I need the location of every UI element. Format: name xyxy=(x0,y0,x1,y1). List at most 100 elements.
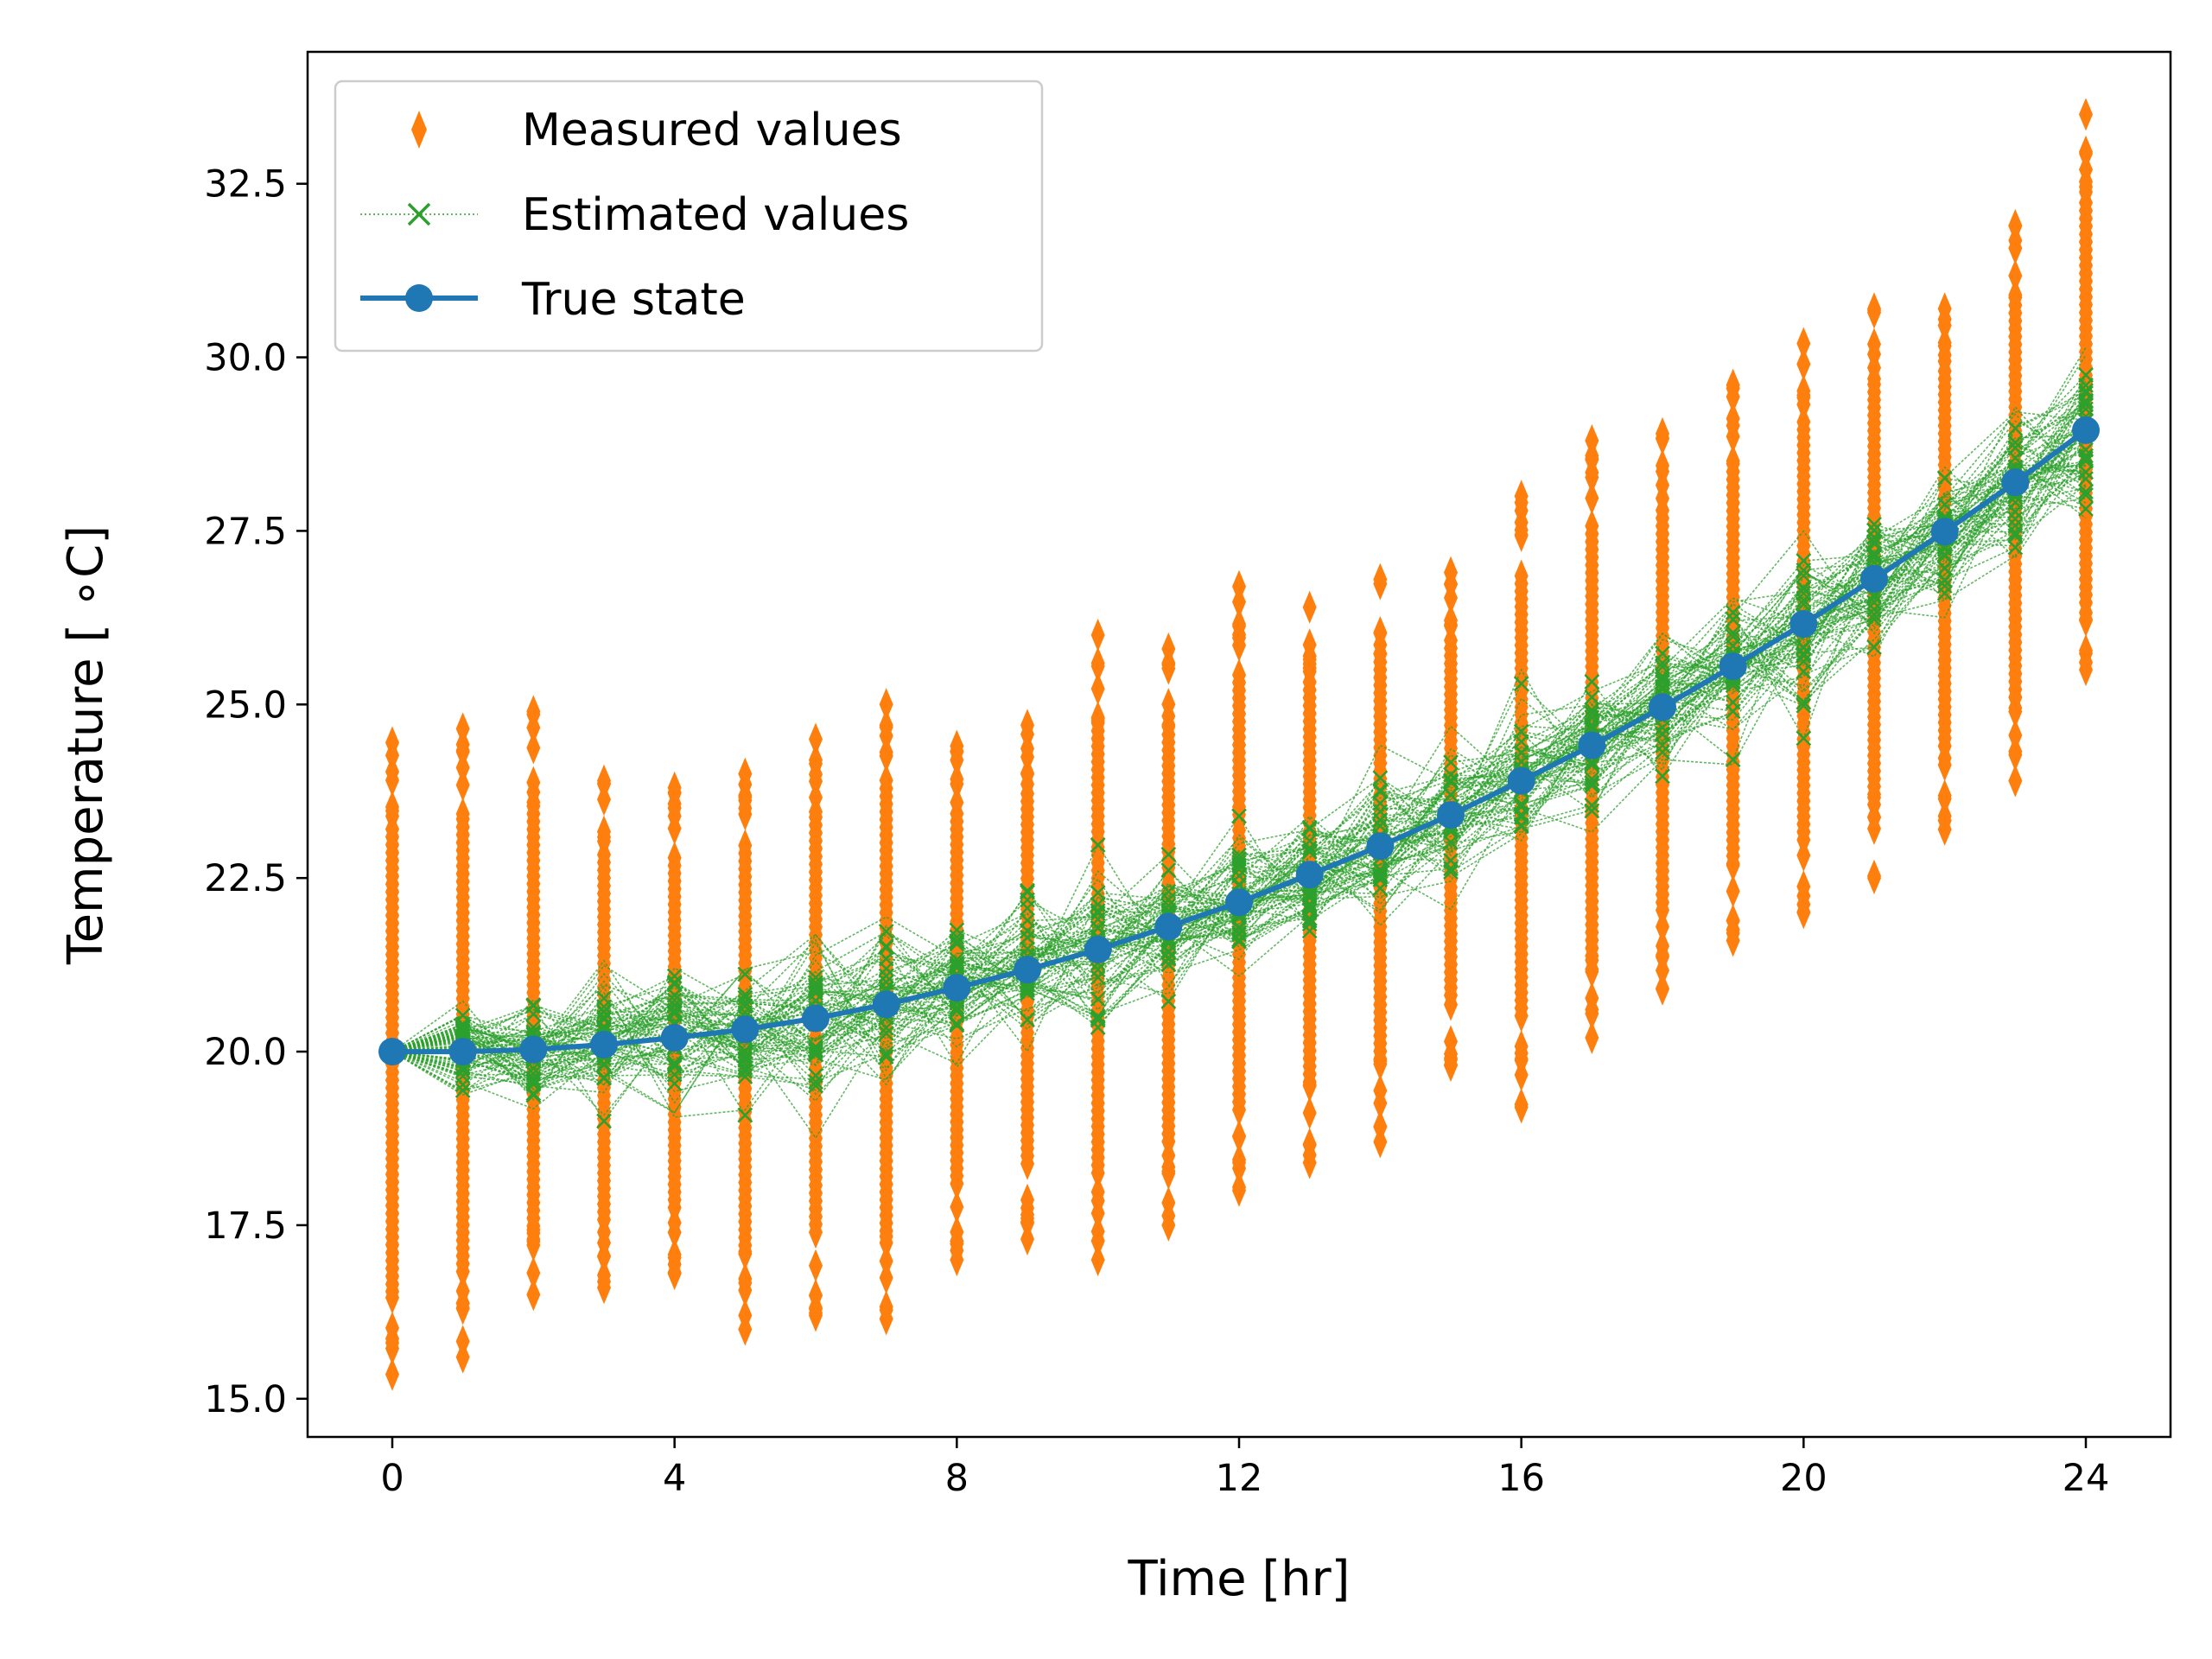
measured-point xyxy=(2008,764,2023,798)
measured-point xyxy=(1373,637,1388,671)
y-axis-ticks: 15.0 17.5 20.0 22.5 25.0 27.5 30.0 32.5 xyxy=(204,163,308,1421)
measured-point xyxy=(1090,1243,1105,1277)
measured-point xyxy=(1726,849,1740,882)
true-state-point xyxy=(1295,861,1324,889)
measured-point xyxy=(526,695,541,728)
measured-point xyxy=(1232,621,1246,655)
true-state-point xyxy=(660,1024,689,1052)
measured-point xyxy=(455,735,470,769)
measured-point xyxy=(738,798,753,831)
measured-point xyxy=(597,1271,611,1305)
measured-point xyxy=(1373,1074,1388,1108)
measured-point xyxy=(385,791,399,824)
measured-point xyxy=(1796,327,1811,360)
measured-point xyxy=(1585,423,1599,457)
true-state-point xyxy=(519,1035,548,1064)
measured-point xyxy=(385,764,399,798)
measured-point xyxy=(950,1190,964,1224)
measured-point xyxy=(738,1262,753,1296)
measured-point xyxy=(1302,590,1317,624)
x-tick-label: 16 xyxy=(1497,1457,1545,1500)
measured-point xyxy=(1161,1208,1176,1242)
measured-point xyxy=(1726,402,1740,435)
measured-point xyxy=(1656,972,1669,1006)
measured-point xyxy=(667,1237,682,1271)
measured-point xyxy=(950,767,964,801)
measured-point xyxy=(1656,416,1669,450)
x-tick-label: 20 xyxy=(1780,1457,1827,1500)
measured-point xyxy=(879,688,893,721)
measured-point xyxy=(1585,509,1599,543)
measured-point xyxy=(1585,1020,1599,1054)
measured-point xyxy=(1585,993,1599,1027)
measured-point xyxy=(1302,1096,1317,1129)
measured-point xyxy=(597,1240,611,1274)
true-state-point xyxy=(590,1031,618,1058)
measured-point xyxy=(809,795,823,829)
measured-point xyxy=(1090,1197,1105,1230)
legend-true-label: True state xyxy=(521,274,746,326)
true-state-point xyxy=(378,1038,406,1066)
y-tick-label: 25.0 xyxy=(204,683,287,727)
x-tick-label: 12 xyxy=(1216,1457,1263,1500)
true-state-point xyxy=(1507,766,1535,795)
measured-point xyxy=(455,797,470,830)
measured-point xyxy=(1232,1173,1246,1207)
measured-point xyxy=(809,1249,823,1282)
measured-point xyxy=(1232,569,1246,603)
measured-point xyxy=(1656,910,1669,944)
measured-point xyxy=(1444,988,1458,1021)
measured-point xyxy=(738,829,753,862)
measured-point xyxy=(385,1357,399,1391)
measured-point xyxy=(1232,1152,1246,1185)
measured-point xyxy=(738,757,753,791)
x-axis-label: Time [hr] xyxy=(1127,1551,1350,1607)
y-tick-label: 17.5 xyxy=(204,1205,287,1248)
legend-measured-label: Measured values xyxy=(522,105,902,156)
measured-point xyxy=(738,1235,753,1268)
measured-point xyxy=(455,712,470,746)
true-state-point xyxy=(2001,468,2030,497)
true-state-point xyxy=(1084,935,1112,963)
measured-point xyxy=(879,764,893,798)
measured-point xyxy=(1656,454,1669,488)
measured-point xyxy=(597,815,611,849)
measured-point xyxy=(1020,732,1034,766)
legend-estimated-label: Estimated values xyxy=(522,189,909,241)
measured-point xyxy=(1514,513,1529,547)
measured-point xyxy=(1726,444,1740,478)
measured-point xyxy=(1020,1192,1034,1225)
measured-point xyxy=(1444,556,1458,589)
measured-point xyxy=(1726,924,1740,957)
measured-point xyxy=(385,1281,399,1314)
y-tick-label: 32.5 xyxy=(204,163,287,207)
measured-point xyxy=(809,722,823,756)
measured-point xyxy=(667,1206,682,1240)
measured-point xyxy=(1161,1186,1176,1220)
true-state-point xyxy=(872,990,900,1019)
measured-point xyxy=(1726,368,1740,402)
measured-point xyxy=(597,1216,611,1249)
measured-point xyxy=(1937,779,1952,812)
measured-point xyxy=(1161,632,1176,666)
measured-point xyxy=(667,771,682,804)
true-state-point xyxy=(1366,832,1395,861)
measured-point xyxy=(1867,861,1881,895)
true-state-point xyxy=(1578,731,1606,760)
legend: Measured values Estimated values True st… xyxy=(334,79,1044,353)
measured-point xyxy=(809,747,823,780)
measured-point xyxy=(1232,1120,1246,1154)
true-state-point xyxy=(448,1038,477,1066)
measured-point xyxy=(1090,701,1105,734)
measured-point xyxy=(950,729,964,763)
measured-point xyxy=(1373,1044,1388,1077)
measured-point xyxy=(667,1257,682,1291)
y-tick-label: 15.0 xyxy=(204,1378,287,1421)
measured-point xyxy=(455,1340,470,1374)
true-state-point xyxy=(1789,610,1818,639)
true-state-point xyxy=(1154,912,1183,941)
true-state-point xyxy=(731,1015,760,1044)
measured-point xyxy=(1444,609,1458,643)
measured-point xyxy=(1514,1044,1529,1077)
